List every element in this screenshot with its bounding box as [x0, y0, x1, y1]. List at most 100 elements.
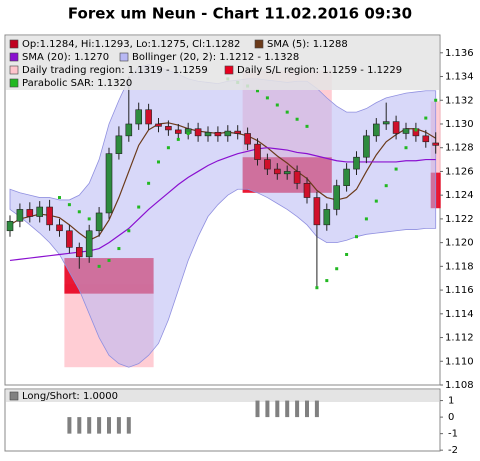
y-tick-label: 1.118 [445, 261, 474, 272]
sar-dot [58, 196, 61, 200]
long-short-bar [97, 417, 102, 434]
y-tick-label: 1.110 [445, 356, 474, 367]
candle-body [56, 224, 63, 232]
candle-body [194, 128, 202, 137]
candle-body [105, 153, 113, 214]
sar-dot [176, 137, 180, 141]
candle-body [382, 121, 390, 125]
candle-body [175, 129, 182, 134]
sar-dot [265, 96, 269, 100]
sar-dot [394, 167, 398, 171]
sar-dot [87, 217, 91, 221]
candle-body [254, 143, 261, 160]
sar-dot [137, 205, 141, 209]
sar-dot [107, 258, 111, 262]
long-short-bar [67, 417, 72, 434]
y-tick-label: -1 [448, 429, 458, 440]
legend-label: Parabolic SAR: 1.1320 [22, 78, 132, 89]
legend-label: Daily trading region: 1.1319 - 1.1259 [22, 65, 208, 76]
legend-swatch [224, 65, 234, 75]
y-tick-label: 1.114 [445, 309, 474, 320]
legend-label: Bollinger (20, 2): 1.1212 - 1.1328 [132, 52, 299, 63]
y-tick-label: -2 [448, 445, 458, 456]
sar-dot [186, 131, 190, 135]
long-short-bar [87, 417, 92, 434]
candle-body [363, 135, 370, 158]
sar-dot [117, 247, 121, 251]
candle-body [125, 123, 133, 137]
y-tick-label: 1.124 [445, 190, 474, 201]
long-short-bar [255, 400, 260, 418]
candle-body [6, 220, 14, 232]
sar-dot [345, 252, 349, 256]
legend-box [6, 36, 439, 90]
y-tick-label: 1.112 [445, 333, 474, 344]
sar-dot [434, 98, 438, 102]
legend-label: Daily S/L region: 1.1259 - 1.1229 [237, 65, 402, 76]
sar-dot [384, 184, 388, 188]
candle-body [16, 209, 24, 222]
candle-body [155, 123, 162, 127]
legend-swatch [9, 391, 19, 401]
candle-body [204, 131, 212, 137]
candle-body [95, 212, 103, 232]
sar-dot [374, 199, 378, 203]
sar-dot [414, 128, 418, 132]
sar-dot [305, 124, 309, 128]
sar-dot [77, 210, 81, 214]
candle-body [76, 247, 83, 258]
sar-dot [166, 146, 170, 150]
legend-label: SMA (5): 1.1288 [267, 39, 348, 50]
legend-swatch [9, 39, 19, 49]
candle-body [165, 126, 172, 131]
sar-dot [97, 264, 101, 268]
long-short-bar [305, 400, 309, 418]
long-short-bar [116, 417, 121, 434]
candle-body [323, 209, 331, 226]
sar-dot [315, 286, 319, 290]
sar-dot [424, 116, 428, 120]
candle-body [283, 171, 291, 175]
candle-body [353, 156, 360, 170]
sar-dot [355, 235, 358, 239]
candle-body [36, 206, 44, 217]
long-short-bar [314, 400, 319, 418]
y-tick-label: 1.132 [445, 95, 474, 106]
candle-body [135, 109, 142, 125]
candle-body [85, 230, 93, 258]
sar-dot [127, 229, 131, 233]
sar-dot [295, 117, 299, 121]
y-tick-label: 1.130 [445, 119, 474, 130]
sar-dot [364, 217, 368, 221]
candle-body [224, 130, 232, 137]
sar-dot [325, 279, 329, 283]
y-tick-label: 1.136 [445, 48, 474, 59]
candle-body [66, 230, 73, 248]
y-tick-label: 1.126 [445, 166, 474, 177]
sar-dot [335, 267, 339, 271]
legend-box [6, 390, 439, 402]
y-tick-label: 1.108 [445, 380, 474, 391]
candle-body [26, 209, 34, 217]
sma-line [9, 122, 437, 241]
legend-label: SMA (20): 1.1270 [22, 52, 109, 63]
long-short-bar [77, 417, 82, 434]
candle-body [432, 142, 440, 146]
legend-swatch [9, 78, 19, 88]
long-short-bar [107, 417, 111, 434]
sar-dot [256, 89, 259, 93]
candle-body [264, 159, 271, 170]
long-short-bar [285, 400, 290, 418]
legend-swatch [9, 65, 19, 75]
legend-swatch [119, 52, 129, 62]
legend-swatch [9, 52, 19, 62]
candle-body [115, 135, 123, 154]
sar-dot [67, 203, 71, 207]
candle-body [392, 121, 400, 134]
candle-body [422, 135, 430, 143]
legend-swatch [254, 39, 264, 49]
sar-dot [147, 181, 151, 185]
candle-body [293, 171, 301, 184]
candle-body [244, 133, 251, 145]
